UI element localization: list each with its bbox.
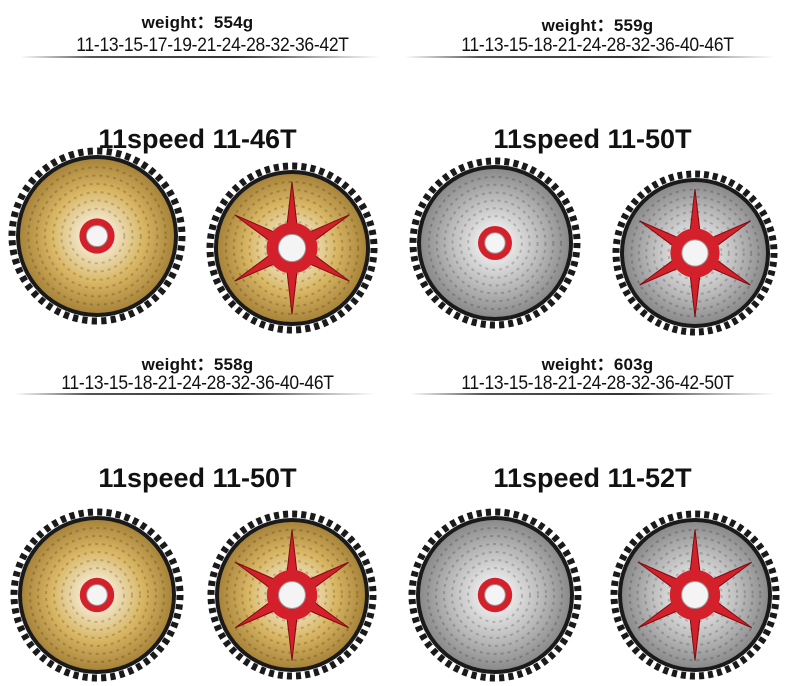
weight-label: weight：603g <box>541 355 654 374</box>
cassette-side-image <box>409 157 581 329</box>
divider <box>405 56 775 58</box>
gear-ratio-label: 11-13-15-17-19-21-24-28-32-36-42T <box>76 35 349 56</box>
product-title: 11speed 11-50T <box>98 463 297 493</box>
weight-label: weight：559g <box>541 16 654 35</box>
cassette-front-image <box>207 510 377 680</box>
cassette-side-image <box>10 508 184 682</box>
cassette-side-image <box>408 508 582 682</box>
weight-label: weight：558g <box>141 355 254 374</box>
divider <box>410 393 775 395</box>
gear-ratio-label: 11-13-15-18-21-24-28-32-36-42-50T <box>461 373 734 394</box>
product-title: 11speed 11-46T <box>98 124 297 154</box>
cassette-side-image <box>8 147 186 325</box>
product-title: 11speed 11-50T <box>493 124 692 154</box>
gear-ratio-label: 11-13-15-18-21-24-28-32-36-40-46T <box>461 35 734 56</box>
divider <box>20 56 380 58</box>
weight-label: weight：554g <box>141 13 254 32</box>
product-title: 11speed 11-52T <box>493 463 692 493</box>
cassette-front-image <box>612 170 778 336</box>
cassette-front-image <box>206 162 378 334</box>
divider <box>15 393 375 395</box>
gear-ratio-label: 11-13-15-18-21-24-28-32-36-40-46T <box>61 373 334 394</box>
cassette-front-image <box>610 510 780 680</box>
